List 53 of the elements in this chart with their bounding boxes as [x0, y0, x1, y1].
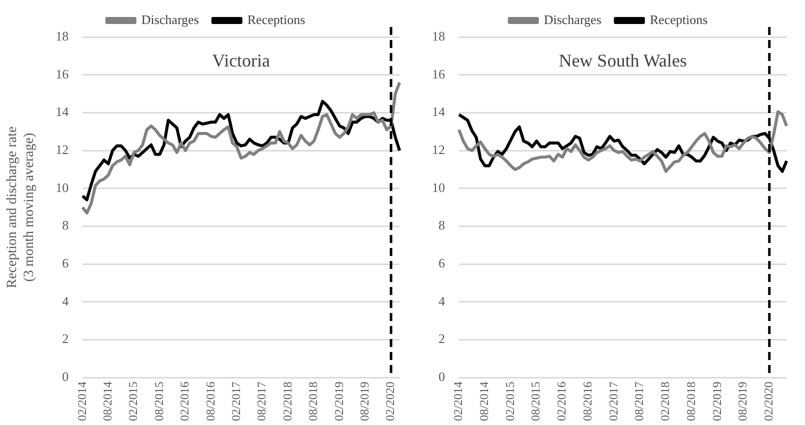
- x-tick-label: 02/2020: [383, 382, 398, 422]
- y-tick-label: 18: [56, 28, 69, 44]
- x-tick-label: 02/2018: [658, 382, 672, 422]
- text: New South Wales: [558, 50, 687, 71]
- y-tick-label: 12: [432, 142, 445, 157]
- y-tick-label: 10: [56, 180, 69, 195]
- legend-label: Discharges: [141, 12, 199, 27]
- y-tick-label: 4: [62, 293, 70, 308]
- x-tick-label: 08/2018: [684, 382, 698, 422]
- y-tick-label: 8: [438, 218, 445, 233]
- x-tick-label: 02/2015: [502, 382, 517, 422]
- y-tick-label: 8: [62, 218, 69, 233]
- x-tick-label: 02/2017: [228, 382, 243, 422]
- y-axis-title: Reception and discharge rate (3 month moving average): [5, 126, 37, 288]
- x-tick-label: 08/2016: [203, 382, 218, 422]
- y-tick-label: 0: [62, 369, 69, 384]
- x-tick-label: 08/2017: [254, 382, 269, 422]
- y-tick-label: 14: [56, 104, 70, 120]
- y-tick-label: 16: [432, 66, 446, 82]
- x-tick-label: 02/2019: [710, 382, 724, 422]
- x-tick-label: 08/2019: [736, 382, 750, 422]
- x-tick-label: 08/2019: [357, 382, 372, 422]
- x-tick-label: 02/2014: [451, 382, 466, 422]
- x-tick-label: 08/2015: [152, 382, 166, 422]
- text: Victoria: [212, 50, 270, 71]
- y-tick-label: 10: [432, 180, 445, 195]
- y-tick-label: 12: [56, 142, 69, 157]
- x-tick-label: 02/2016: [554, 382, 569, 422]
- x-tick-label: 08/2017: [632, 382, 646, 422]
- y-tick-label: 2: [62, 331, 69, 346]
- y-tick-label: 6: [62, 256, 70, 271]
- x-tick-label: 02/2017: [606, 382, 620, 422]
- y-tick-label: 14: [432, 104, 446, 120]
- y-tick-label: 16: [56, 66, 70, 82]
- x-tick-label: 08/2014: [477, 382, 492, 422]
- x-tick-label: 08/2018: [306, 382, 320, 422]
- legend-label: Receptions: [247, 12, 306, 27]
- y-tick-label: 0: [438, 369, 445, 384]
- x-tick-label: 02/2019: [332, 382, 346, 422]
- x-tick-label: 02/2016: [178, 382, 192, 422]
- x-tick-label: 08/2016: [580, 382, 594, 422]
- x-tick-label: 08/2014: [100, 382, 114, 422]
- x-tick-label: 02/2018: [280, 382, 294, 422]
- y-tick-label: 6: [438, 256, 446, 271]
- x-tick-label: 02/2014: [74, 382, 89, 422]
- y-tick-label: 2: [438, 331, 445, 346]
- legend-label: Discharges: [544, 12, 602, 27]
- x-tick-label: 02/2015: [126, 382, 140, 422]
- legend-label: Receptions: [650, 12, 708, 27]
- y-tick-label: 4: [438, 293, 446, 308]
- x-tick-label: 02/2020: [762, 382, 776, 422]
- x-tick-label: 08/2015: [528, 382, 543, 422]
- y-tick-label: 18: [432, 28, 445, 44]
